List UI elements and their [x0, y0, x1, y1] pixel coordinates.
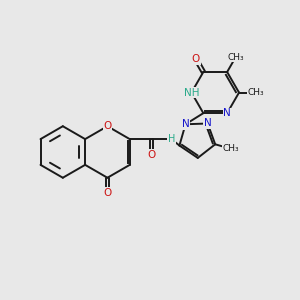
Text: CH₃: CH₃ — [222, 144, 239, 153]
Text: NH: NH — [184, 88, 199, 98]
Text: O: O — [192, 54, 200, 64]
Text: N: N — [204, 118, 212, 128]
Text: H: H — [168, 134, 175, 144]
Text: CH₃: CH₃ — [227, 53, 244, 62]
Text: CH₃: CH₃ — [248, 88, 264, 97]
Text: O: O — [147, 150, 156, 160]
Text: N: N — [182, 119, 189, 129]
Text: O: O — [103, 121, 112, 131]
Text: N: N — [223, 108, 231, 118]
Text: O: O — [103, 188, 112, 198]
